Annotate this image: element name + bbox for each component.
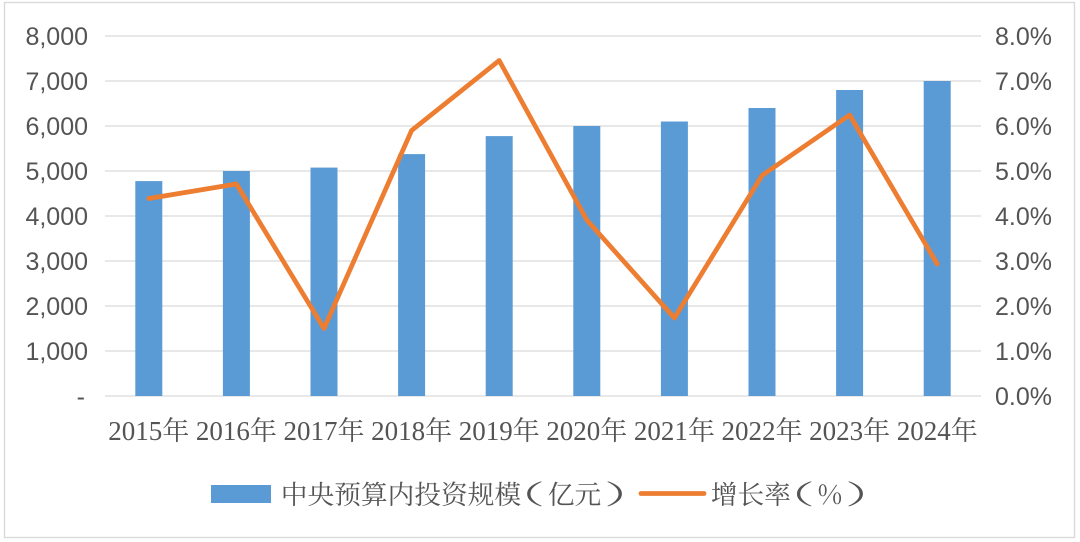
svg-text:5.0%: 5.0% [995, 158, 1052, 186]
svg-text:7,000: 7,000 [25, 68, 88, 96]
svg-text:2015: 2015 [108, 416, 162, 446]
svg-text:2020: 2020 [546, 416, 600, 446]
svg-text:5,000: 5,000 [25, 158, 88, 186]
svg-text:-: - [77, 383, 85, 411]
svg-text:6.0%: 6.0% [995, 113, 1052, 141]
svg-text:4,000: 4,000 [25, 203, 88, 231]
svg-text:2019: 2019 [459, 416, 513, 446]
svg-text:4.0%: 4.0% [995, 203, 1052, 231]
svg-text:2,000: 2,000 [25, 293, 88, 321]
svg-text:2018: 2018 [371, 416, 425, 446]
svg-text:2024: 2024 [897, 416, 952, 446]
svg-text:1,000: 1,000 [25, 338, 88, 366]
svg-text:2.0%: 2.0% [995, 293, 1052, 321]
svg-text:2023: 2023 [809, 416, 863, 446]
svg-text:6,000: 6,000 [25, 113, 88, 141]
svg-text:0.0%: 0.0% [995, 383, 1052, 411]
svg-text:8,000: 8,000 [25, 23, 88, 51]
svg-text:2017: 2017 [284, 416, 338, 446]
svg-text:2021: 2021 [634, 416, 688, 446]
svg-text:3,000: 3,000 [25, 248, 88, 276]
svg-text:7.0%: 7.0% [995, 68, 1052, 96]
svg-text:2022: 2022 [722, 416, 776, 446]
svg-text:2016: 2016 [196, 416, 250, 446]
svg-text:1.0%: 1.0% [995, 338, 1052, 366]
svg-text:3.0%: 3.0% [995, 248, 1052, 276]
svg-text:8.0%: 8.0% [995, 23, 1052, 51]
